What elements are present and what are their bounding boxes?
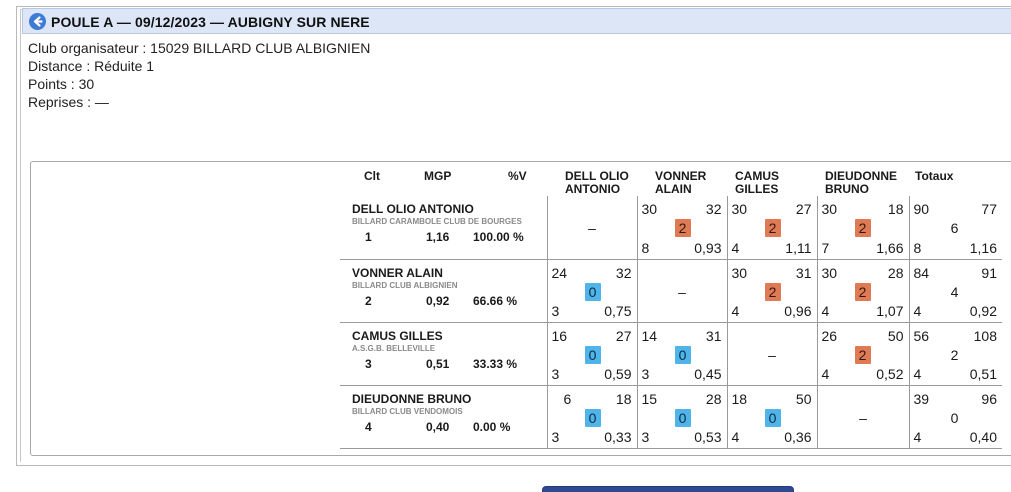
match-cell: 26 50 2 4 0,52 [816,322,909,386]
player-cell: DIEUDONNE BRUNO BILLARD CLUB VENDOMOIS 4… [340,385,547,449]
player-cell: DELL OLIO ANTONIO BILLARD CARAMBOLE CLUB… [340,196,547,260]
player-cell: VONNER ALAIN BILLARD CLUB ALBIGNIEN 2 0,… [340,259,547,323]
match-points-badge: 0 [674,345,691,364]
match-points-badge: 2 [854,282,871,301]
match-cell: 18 50 0 4 0,36 [726,385,817,449]
match-points-badge: 0 [764,408,781,427]
match-cell: 30 31 2 4 0,96 [726,259,817,323]
match-cell: 30 18 2 7 1,66 [816,196,909,260]
match-cell-self: – [546,196,637,260]
totals-cell: 39 96 0 4 0,40 [908,385,1002,449]
match-points-badge: 2 [764,219,781,237]
match-cell: 24 32 0 3 0,75 [546,259,637,323]
player-rank: 2 [365,293,372,308]
match-points-badge: 2 [854,345,871,364]
totals-cell: 84 91 4 4 0,92 [908,259,1002,323]
poule-header: POULE A — 09/12/2023 — AUBIGNY SUR NERE [22,8,1011,34]
reprises-info: Reprises : — [28,94,109,110]
match-cell: 14 31 0 3 0,45 [636,322,727,386]
match-cell-self: – [816,385,909,449]
results-table: Clt MGP %V DELL OLIO ANTONIO VONNER ALAIN … [340,166,1002,449]
header-pct: %V [508,169,527,183]
match-cell: 30 28 2 4 1,07 [816,259,909,323]
player-name: CAMUS GILLES [352,328,443,343]
table-row: DIEUDONNE BRUNO BILLARD CLUB VENDOMOIS 4… [340,385,1002,449]
organizer-club: Club organisateur : 15029 BILLARD CLUB A… [28,40,371,56]
player-pct: 66.66 % [473,293,518,308]
page-title: POULE A — 09/12/2023 — AUBIGNY SUR NERE [51,14,370,30]
match-points-badge: 0 [584,408,601,427]
header-clt: Clt [364,169,380,183]
header-mgp: MGP [424,169,452,183]
player-rank: 3 [365,356,372,371]
player-mgp: 0,40 [426,419,450,434]
table-row: DELL OLIO ANTONIO BILLARD CARAMBOLE CLUB… [340,196,1002,260]
player-mgp: 1,16 [426,230,450,244]
table-row: VONNER ALAIN BILLARD CLUB ALBIGNIEN 2 0,… [340,259,1002,323]
distance-info: Distance : Réduite 1 [28,58,155,74]
player-rank: 1 [365,230,372,244]
bottom-action-button[interactable] [542,486,794,492]
player-pct: 33.33 % [473,356,518,371]
match-points-badge: 0 [584,345,601,364]
player-name: DIEUDONNE BRUNO [352,391,472,406]
match-cell: 30 32 2 8 0,93 [636,196,727,260]
match-cell: 15 28 0 3 0,53 [636,385,727,449]
arrow-left-circle-icon[interactable] [29,13,46,30]
totals-cell: 90 77 6 8 1,16 [908,196,1002,260]
table-header-row: Clt MGP %V DELL OLIO ANTONIO VONNER ALAIN … [340,166,1002,196]
match-points-badge: 0 [674,408,691,427]
player-club: BILLARD CLUB ALBIGNIEN [352,280,458,290]
match-cell: 6 18 0 3 0,33 [546,385,637,449]
player-mgp: 0,51 [426,356,450,371]
table-row: CAMUS GILLES A.S.G.B. BELLEVILLE 3 0,51 … [340,322,1002,386]
totals-cell: 56 108 2 4 0,51 [908,322,1002,386]
player-mgp: 0,92 [426,293,450,308]
header-opp4: DIEUDONNE BRUNO [825,169,898,196]
header-opp1: DELL OLIO ANTONIO [565,169,629,196]
match-cell: 30 27 2 4 1,11 [726,196,817,260]
player-pct: 0.00 % [473,419,511,434]
match-points-badge: 0 [584,282,601,301]
header-player-cols: Clt MGP %V [340,166,547,196]
header-opp2: VONNER ALAIN [655,169,707,196]
match-points-badge: 2 [674,219,691,237]
player-name: VONNER ALAIN [352,265,443,280]
match-cell-self: – [636,259,727,323]
results-panel [30,161,1011,456]
player-pct: 100.00 % [473,230,524,244]
points-info: Points : 30 [28,76,95,92]
player-rank: 4 [365,419,372,434]
player-name: DELL OLIO ANTONIO [352,202,474,216]
player-cell: CAMUS GILLES A.S.G.B. BELLEVILLE 3 0,51 … [340,322,547,386]
header-totals: Totaux [915,169,954,183]
match-points-badge: 2 [854,219,871,237]
player-club: BILLARD CARAMBOLE CLUB DE BOURGES [352,217,522,226]
match-cell-self: – [726,322,817,386]
player-club: BILLARD CLUB VENDOMOIS [352,406,463,416]
match-cell: 16 27 0 3 0,59 [546,322,637,386]
player-club: A.S.G.B. BELLEVILLE [352,343,436,353]
match-points-badge: 2 [764,282,781,301]
header-opp3: CAMUS GILLES [735,169,779,196]
